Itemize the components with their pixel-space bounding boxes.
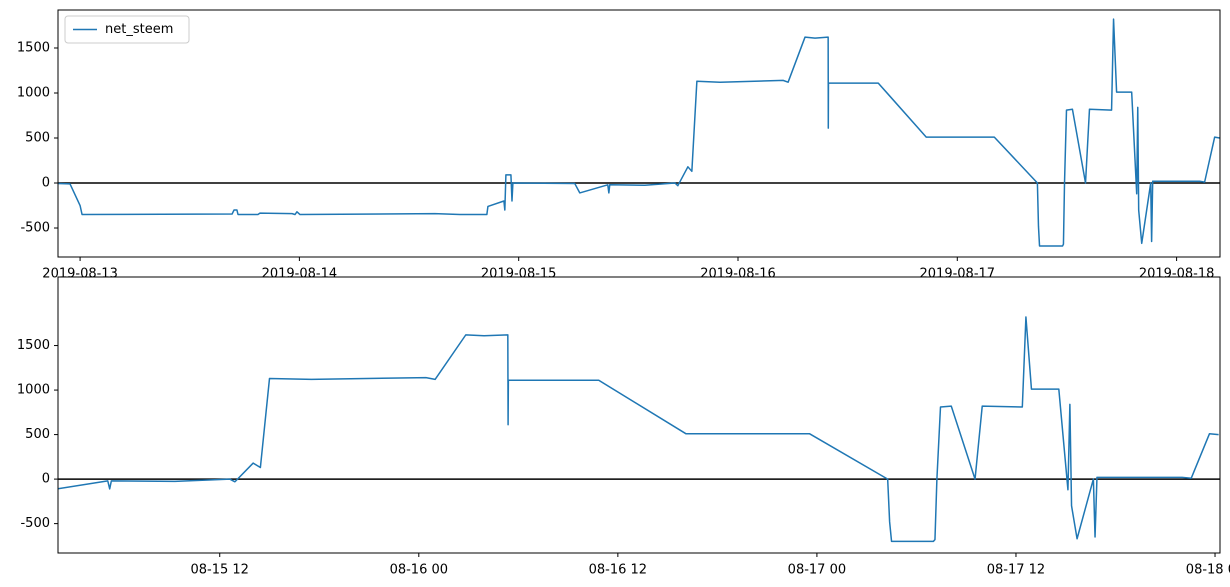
- legend-box: [64, 15, 190, 44]
- x-tick-label: 08-16 12: [589, 563, 647, 578]
- x-tick-label: 2019-08-18: [1139, 267, 1215, 282]
- data-line: [58, 18, 1220, 247]
- x-tick-label: 08-17 12: [987, 563, 1045, 578]
- y-tick-label: -500: [20, 221, 50, 236]
- y-tick-label: 1000: [17, 85, 50, 100]
- x-tick-label: 08-18 00: [1186, 563, 1230, 578]
- x-tick-label: 08-15 12: [191, 563, 249, 578]
- x-tick-label: 08-16 00: [390, 563, 448, 578]
- y-tick-label: 1000: [17, 383, 50, 398]
- plot-area: [58, 316, 1220, 543]
- x-tick-label: 08-17 00: [788, 563, 846, 578]
- x-tick-label: 2019-08-15: [481, 267, 557, 282]
- x-tick-label: 2019-08-17: [920, 267, 996, 282]
- y-tick-label: 1500: [17, 40, 50, 55]
- y-tick-label: 500: [25, 427, 50, 442]
- y-tick-label: 500: [25, 131, 50, 146]
- x-tick-label: 2019-08-14: [262, 267, 338, 282]
- y-tick-label: 1500: [17, 338, 50, 353]
- legend: net_steem: [64, 15, 190, 44]
- plot-area: [58, 18, 1220, 247]
- axes-frame: [57, 9, 1221, 258]
- y-tick-label: 0: [42, 472, 50, 487]
- x-tick-label: 2019-08-16: [700, 267, 776, 282]
- legend-label: net_steem: [105, 22, 173, 37]
- x-tick-label: 2019-08-13: [42, 267, 118, 282]
- axes-frame: [57, 276, 1221, 554]
- y-tick-label: -500: [20, 516, 50, 531]
- data-line: [58, 316, 1219, 543]
- y-tick-label: 0: [42, 176, 50, 191]
